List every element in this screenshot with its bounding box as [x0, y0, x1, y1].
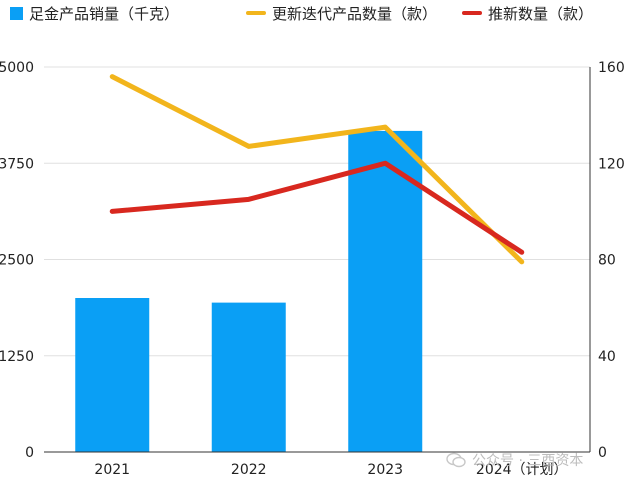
watermark: 公众号 · 三酉资本: [446, 448, 583, 472]
bar: [348, 130, 423, 452]
line-new-series: [109, 160, 525, 255]
tick-labels: 0 0 1250 40 2500 80 3750 120 5000 160 2021 2022 2023…: [0, 60, 625, 478]
gridlines: [44, 66, 590, 357]
y-right-tick-label: 80: [598, 253, 616, 269]
y-left-tick-label: 0: [25, 445, 34, 461]
bar: [211, 302, 286, 452]
legend-label-bar-series: 足金产品销量（千克）: [29, 4, 180, 23]
x-tick-label: 2024（计划）: [476, 462, 568, 478]
y-left-tick-label: 2500: [0, 253, 34, 269]
legend-swatch-bar: [10, 6, 23, 20]
x-tick-label: 2023: [367, 462, 403, 478]
y-right-tick-label: 120: [598, 156, 625, 172]
watermark-text: 公众号 · 三酉资本: [472, 453, 584, 469]
legend-item-bar-series: 足金产品销量（千克）: [10, 2, 179, 24]
legend-swatch-update: [246, 11, 266, 15]
bar: [75, 298, 150, 452]
axes: [44, 67, 591, 453]
y-right-tick-label: 40: [598, 349, 616, 365]
y-right-tick-label: 160: [598, 60, 625, 76]
legend-item-new-series: 推新数量（款）: [462, 2, 593, 24]
bar-series: [75, 130, 423, 452]
y-left-tick-label: 5000: [0, 60, 34, 76]
legend-label-new-series: 推新数量（款）: [488, 4, 594, 23]
y-right-tick-label: 0: [598, 445, 607, 461]
line-update-series: [109, 74, 525, 265]
chat-bubble-icon: [446, 452, 466, 468]
x-tick-label: 2022: [231, 462, 267, 478]
legend-label-update-series: 更新迭代产品数量（款）: [272, 4, 438, 23]
line-series: [109, 74, 525, 265]
y-left-tick-label: 3750: [0, 156, 34, 172]
legend-swatch-new: [462, 11, 482, 15]
chart-legend: 足金产品销量（千克） 更新迭代产品数量（款） 推新数量（款）: [0, 0, 640, 26]
legend-item-update-series: 更新迭代产品数量（款）: [246, 2, 437, 24]
y-left-tick-label: 1250: [0, 349, 34, 365]
x-tick-label: 2021: [94, 462, 130, 478]
